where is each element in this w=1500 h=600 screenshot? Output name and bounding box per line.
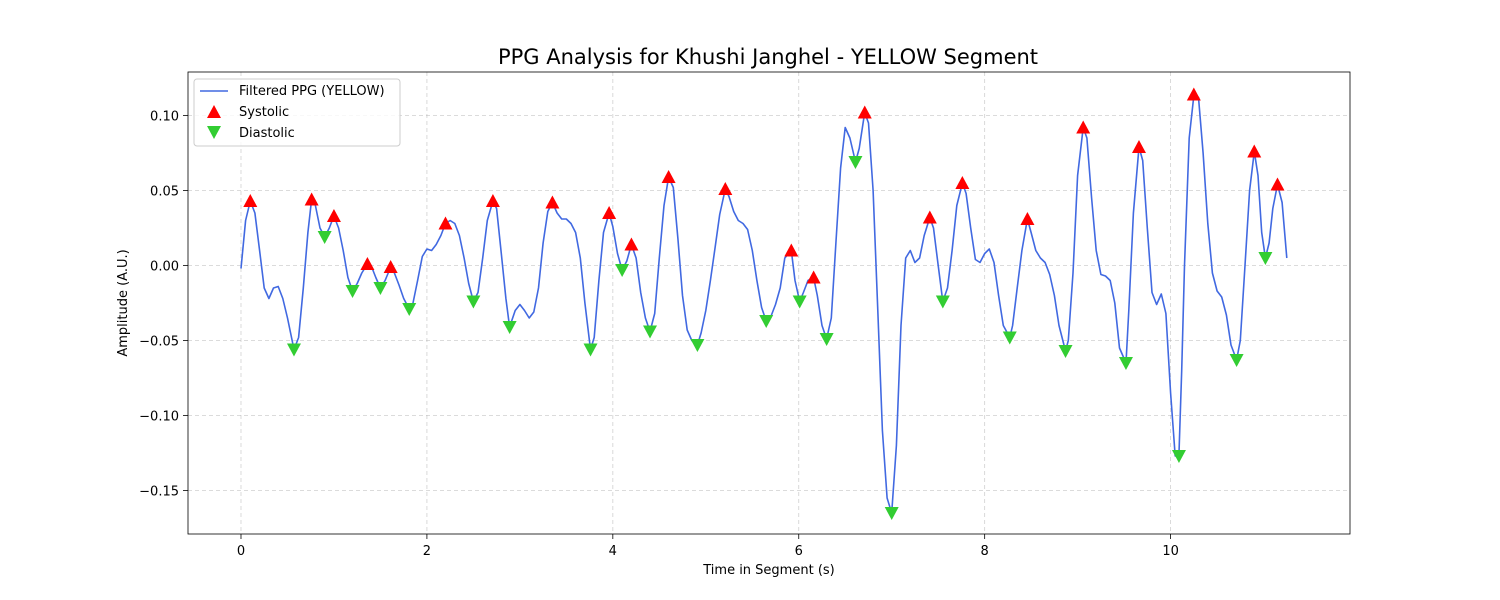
plot-area [240, 87, 1288, 520]
diastolic-marker [935, 295, 950, 309]
diastolic-marker [345, 285, 360, 298]
systolic-marker [438, 216, 453, 230]
y-axis: −0.15 −0.10 −0.05 0.00 0.05 0.10 [139, 110, 188, 500]
systolic-marker [1131, 140, 1146, 153]
systolic-marker [857, 105, 872, 119]
diastolic-marker [373, 282, 388, 295]
diastolic-marker [690, 339, 705, 352]
x-axis-label: Time in Segment (s) [702, 563, 834, 578]
systolic-marker [955, 176, 970, 189]
systolic-marker [326, 209, 341, 222]
systolic-marker [360, 257, 375, 270]
systolic-marker [661, 170, 676, 183]
y-tick-label: −0.10 [139, 410, 179, 425]
systolic-marker [1247, 144, 1262, 158]
systolic-marker [718, 182, 733, 195]
x-tick-label: 10 [1162, 544, 1179, 559]
systolic-marker [383, 260, 398, 273]
systolic-marker [1076, 120, 1091, 134]
diastolic-marker [792, 295, 807, 309]
systolic-marker [304, 192, 319, 206]
systolic-markers [243, 87, 1285, 284]
systolic-marker [1270, 177, 1285, 191]
diastolic-marker [759, 315, 774, 328]
diastolic-marker [1171, 450, 1186, 463]
x-tick-label: 8 [981, 544, 989, 559]
grid-layer [188, 72, 1350, 534]
legend: Filtered PPG (YELLOW) Systolic Diastolic [193, 78, 401, 147]
y-tick-label: −0.05 [139, 335, 179, 350]
diastolic-marker [848, 156, 863, 169]
diastolic-marker [819, 333, 834, 346]
systolic-marker [922, 210, 937, 224]
y-axis-label: Amplitude (A.U.) [116, 249, 131, 356]
diastolic-marker [1002, 331, 1017, 345]
diastolic-marker [502, 321, 517, 334]
x-tick-label: 4 [609, 544, 617, 559]
y-tick-label: 0.00 [150, 260, 179, 275]
y-tick-label: 0.10 [150, 110, 179, 125]
y-tick-label: −0.15 [139, 485, 179, 500]
diastolic-marker [1229, 354, 1244, 367]
x-axis: 0 2 4 6 8 10 [237, 534, 1179, 559]
diastolic-markers [286, 156, 1273, 520]
diastolic-marker [1058, 345, 1073, 358]
legend-systolic-swatch [207, 105, 221, 118]
chart-title: PPG Analysis for Khushi Janghel - YELLOW… [498, 45, 1038, 69]
systolic-marker [1020, 212, 1035, 225]
x-tick-label: 6 [795, 544, 803, 559]
systolic-marker [243, 194, 258, 207]
diastolic-marker [583, 343, 598, 357]
systolic-marker [1186, 87, 1201, 101]
plot-frame [187, 71, 1351, 535]
diastolic-marker [466, 295, 481, 309]
diastolic-marker [286, 343, 301, 357]
diastolic-marker [643, 325, 658, 339]
systolic-marker [624, 237, 639, 251]
legend-box [193, 78, 401, 147]
legend-diastolic-swatch [207, 126, 221, 139]
diastolic-marker [402, 303, 417, 316]
legend-label-ppg: Filtered PPG (YELLOW) [239, 84, 385, 99]
systolic-marker [485, 194, 500, 207]
systolic-marker [602, 206, 617, 219]
systolic-marker [545, 195, 560, 209]
diastolic-marker [884, 507, 899, 520]
legend-label-diastolic: Diastolic [239, 126, 295, 141]
x-tick-label: 0 [237, 544, 245, 559]
diastolic-marker [1118, 357, 1133, 370]
diastolic-marker [615, 264, 630, 277]
diastolic-marker [1258, 252, 1273, 265]
y-tick-label: 0.05 [150, 185, 179, 200]
diastolic-marker [317, 231, 332, 244]
systolic-marker [806, 270, 821, 284]
systolic-marker [784, 243, 799, 257]
x-tick-label: 2 [423, 544, 431, 559]
legend-label-systolic: Systolic [239, 105, 289, 120]
